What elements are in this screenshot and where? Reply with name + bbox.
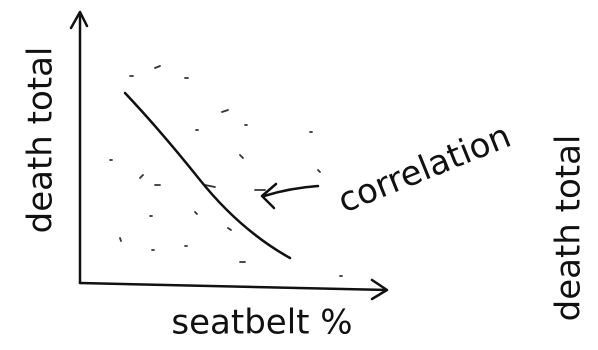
dot — [194, 211, 198, 215]
dot — [119, 237, 122, 242]
x-axis-label: seatbelt % — [171, 303, 352, 343]
dot — [221, 109, 229, 113]
annotation: correlation — [332, 116, 516, 221]
y-axis-label: death total — [21, 47, 61, 234]
x-axis — [78, 281, 387, 292]
dot — [317, 169, 321, 173]
y-axis-arrow — [69, 10, 89, 30]
dot — [139, 174, 144, 179]
scatter-dots — [109, 65, 343, 277]
trend-line — [123, 91, 292, 260]
dot — [154, 65, 161, 69]
side-label: death total — [549, 135, 589, 322]
x-axis-arrow — [370, 278, 389, 301]
annotation-arrow — [262, 184, 320, 198]
dot — [204, 184, 216, 188]
annotation-arrowhead — [260, 182, 278, 210]
dot — [227, 227, 232, 231]
dot — [239, 154, 244, 159]
